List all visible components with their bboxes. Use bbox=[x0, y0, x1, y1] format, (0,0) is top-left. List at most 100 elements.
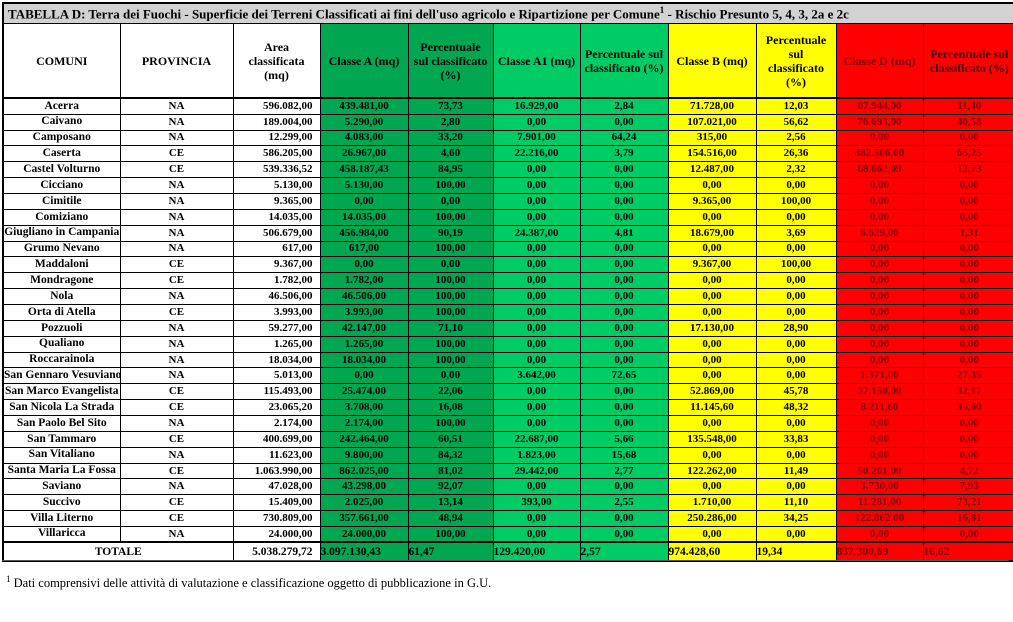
table-row: Nola NA 46.506,00 46.506,00 100,00 0,00 … bbox=[2, 288, 1013, 305]
cell-provincia: NA bbox=[119, 415, 234, 432]
cell-classe-a: 2.025,00 bbox=[319, 494, 409, 512]
cell-perc-classe-b: 0,00 bbox=[755, 304, 837, 321]
cell-perc-classe-a: 13,14 bbox=[407, 494, 494, 512]
cell-perc-classe-a: 92,07 bbox=[407, 478, 494, 496]
cell-area-classificata: 59.277,00 bbox=[232, 319, 321, 337]
tabella-d-terra-dei-fuochi: TABELLA D: Terra dei Fuochi - Superficie… bbox=[2, 2, 1013, 563]
cell-classe-a: 0,00 bbox=[319, 367, 409, 385]
cell-classe-b: 107.021,00 bbox=[667, 113, 757, 131]
table-row: Saviano NA 47.028,00 43.298,00 92,07 0,0… bbox=[2, 478, 1013, 496]
cell-classe-a1: 0,00 bbox=[492, 161, 581, 179]
cell-provincia: CE bbox=[119, 430, 234, 448]
cell-classe-b: 0,00 bbox=[667, 526, 757, 543]
col-header-classe-b: Classe B (mq) bbox=[667, 23, 757, 100]
cell-perc-classe-a1: 0,00 bbox=[579, 256, 669, 274]
cell-perc-classe-d: 1,31 bbox=[922, 224, 1013, 242]
cell-perc-classe-a1: 0,00 bbox=[579, 510, 669, 528]
cell-perc-classe-a: 33,20 bbox=[407, 129, 494, 147]
table-row: Succivo CE 15.409,00 2.025,00 13,14 393,… bbox=[2, 494, 1013, 512]
cell-provincia: CE bbox=[119, 399, 234, 417]
cell-classe-a1: 0,00 bbox=[492, 415, 581, 432]
cell-area-classificata: 2.174,00 bbox=[232, 415, 321, 432]
cell-comune: San Nicola La Strada bbox=[2, 399, 121, 417]
col-header-perc-classe-a: Percentuale sul classificato (%) bbox=[407, 23, 494, 100]
table-row: Mondragone CE 1.782,00 1.782,00 100,00 0… bbox=[2, 272, 1013, 290]
cell-perc-classe-a: 22,06 bbox=[407, 383, 494, 401]
cell-provincia: NA bbox=[119, 319, 234, 337]
cell-provincia: NA bbox=[119, 335, 234, 353]
cell-provincia: CE bbox=[119, 161, 234, 179]
cell-classe-a: 43.298,00 bbox=[319, 478, 409, 496]
cell-area-classificata: 23.065,20 bbox=[232, 399, 321, 417]
cell-perc-classe-a1: 0,00 bbox=[579, 208, 669, 226]
cell-perc-classe-b: 0,00 bbox=[755, 272, 837, 290]
cell-classe-a1: 0,00 bbox=[492, 351, 581, 369]
cell-area-classificata: 3.993,00 bbox=[232, 304, 321, 321]
cell-classe-b: 135.548,00 bbox=[667, 430, 757, 448]
cell-classe-b: 0,00 bbox=[667, 478, 757, 496]
cell-perc-classe-d: 0,00 bbox=[922, 351, 1013, 369]
cell-provincia: NA bbox=[119, 446, 234, 464]
column-header-row: COMUNI PROVINCIA Area classificata (mq) … bbox=[2, 23, 1013, 100]
title-row: TABELLA D: Terra dei Fuochi - Superficie… bbox=[2, 2, 1013, 25]
cell-classe-b: 122.262,00 bbox=[667, 462, 757, 480]
cell-classe-d: 8.211,60 bbox=[835, 399, 924, 417]
cell-perc-classe-b: 3,69 bbox=[755, 224, 837, 242]
cell-classe-a1: 24.387,00 bbox=[492, 224, 581, 242]
cell-comune: Pozzuoli bbox=[2, 319, 121, 337]
cell-classe-d: 0,00 bbox=[835, 129, 924, 147]
cell-comune: San Gennaro Vesuviano bbox=[2, 367, 121, 385]
table-row: Orta di Atella CE 3.993,00 3.993,00 100,… bbox=[2, 304, 1013, 321]
cell-perc-classe-a1: 0,00 bbox=[579, 415, 669, 432]
cell-classe-b: 0,00 bbox=[667, 272, 757, 290]
table-row: Giugliano in Campania NA 506.679,00 456.… bbox=[2, 224, 1013, 242]
cell-classe-a: 14.035,00 bbox=[319, 208, 409, 226]
table-row: Qualiano NA 1.265,00 1.265,00 100,00 0,0… bbox=[2, 335, 1013, 353]
cell-perc-classe-a1: 2,55 bbox=[579, 494, 669, 512]
cell-perc-classe-a1: 0,00 bbox=[579, 288, 669, 305]
cell-perc-classe-b: 0,00 bbox=[755, 288, 837, 305]
table-row: Comiziano NA 14.035,00 14.035,00 100,00 … bbox=[2, 208, 1013, 226]
cell-perc-classe-a: 100,00 bbox=[407, 240, 494, 258]
cell-area-classificata: 5.013,00 bbox=[232, 367, 321, 385]
cell-perc-classe-a1: 0,00 bbox=[579, 161, 669, 179]
cell-comune: Nola bbox=[2, 288, 121, 305]
cell-classe-a1: 7.901,00 bbox=[492, 129, 581, 147]
cell-perc-classe-d: 0,00 bbox=[922, 430, 1013, 448]
cell-perc-classe-d: 0,00 bbox=[922, 304, 1013, 321]
cell-perc-classe-d: 0,00 bbox=[922, 526, 1013, 543]
cell-area-classificata: 539.336,52 bbox=[232, 161, 321, 179]
cell-comune: San Vitaliano bbox=[2, 446, 121, 464]
cell-perc-classe-b: 11,49 bbox=[755, 462, 837, 480]
cell-comune: Succivo bbox=[2, 494, 121, 512]
cell-comune: Acerra bbox=[2, 97, 121, 115]
cell-classe-a: 3.993,00 bbox=[319, 304, 409, 321]
cell-perc-classe-d: 0,00 bbox=[922, 240, 1013, 258]
cell-perc-classe-a1: 0,00 bbox=[579, 240, 669, 258]
cell-classe-d: 68.662,09 bbox=[835, 161, 924, 179]
cell-comune: Orta di Atella bbox=[2, 304, 121, 321]
cell-area-classificata: 189.004,00 bbox=[232, 113, 321, 131]
cell-classe-a: 46.506,00 bbox=[319, 288, 409, 305]
cell-classe-a: 242.464,00 bbox=[319, 430, 409, 448]
cell-classe-a1: 3.642,00 bbox=[492, 367, 581, 385]
table-row: Maddaloni CE 9.367,00 0,00 0,00 0,00 0,0… bbox=[2, 256, 1013, 274]
cell-provincia: NA bbox=[119, 113, 234, 131]
cell-classe-a1: 0,00 bbox=[492, 304, 581, 321]
cell-comune: Saviano bbox=[2, 478, 121, 496]
cell-perc-classe-b: 33,83 bbox=[755, 430, 837, 448]
cell-perc-classe-a: 100,00 bbox=[407, 335, 494, 353]
cell-classe-a: 4.083,00 bbox=[319, 129, 409, 147]
cell-classe-a1: 0,00 bbox=[492, 192, 581, 210]
cell-classe-a: 42.147,00 bbox=[319, 319, 409, 337]
cell-classe-a1: 1.823,00 bbox=[492, 446, 581, 464]
cell-perc-classe-d: 0,00 bbox=[922, 272, 1013, 290]
table-row: San Paolo Bel Sito NA 2.174,00 2.174,00 … bbox=[2, 415, 1013, 432]
cell-perc-classe-d: 16,81 bbox=[922, 510, 1013, 528]
cell-perc-classe-b: 0,00 bbox=[755, 335, 837, 353]
table-row: Camposano NA 12.299,00 4.083,00 33,20 7.… bbox=[2, 129, 1013, 147]
cell-perc-classe-b: 56,62 bbox=[755, 113, 837, 131]
cell-perc-classe-d: 0,00 bbox=[922, 208, 1013, 226]
cell-classe-a1: 0,00 bbox=[492, 177, 581, 194]
